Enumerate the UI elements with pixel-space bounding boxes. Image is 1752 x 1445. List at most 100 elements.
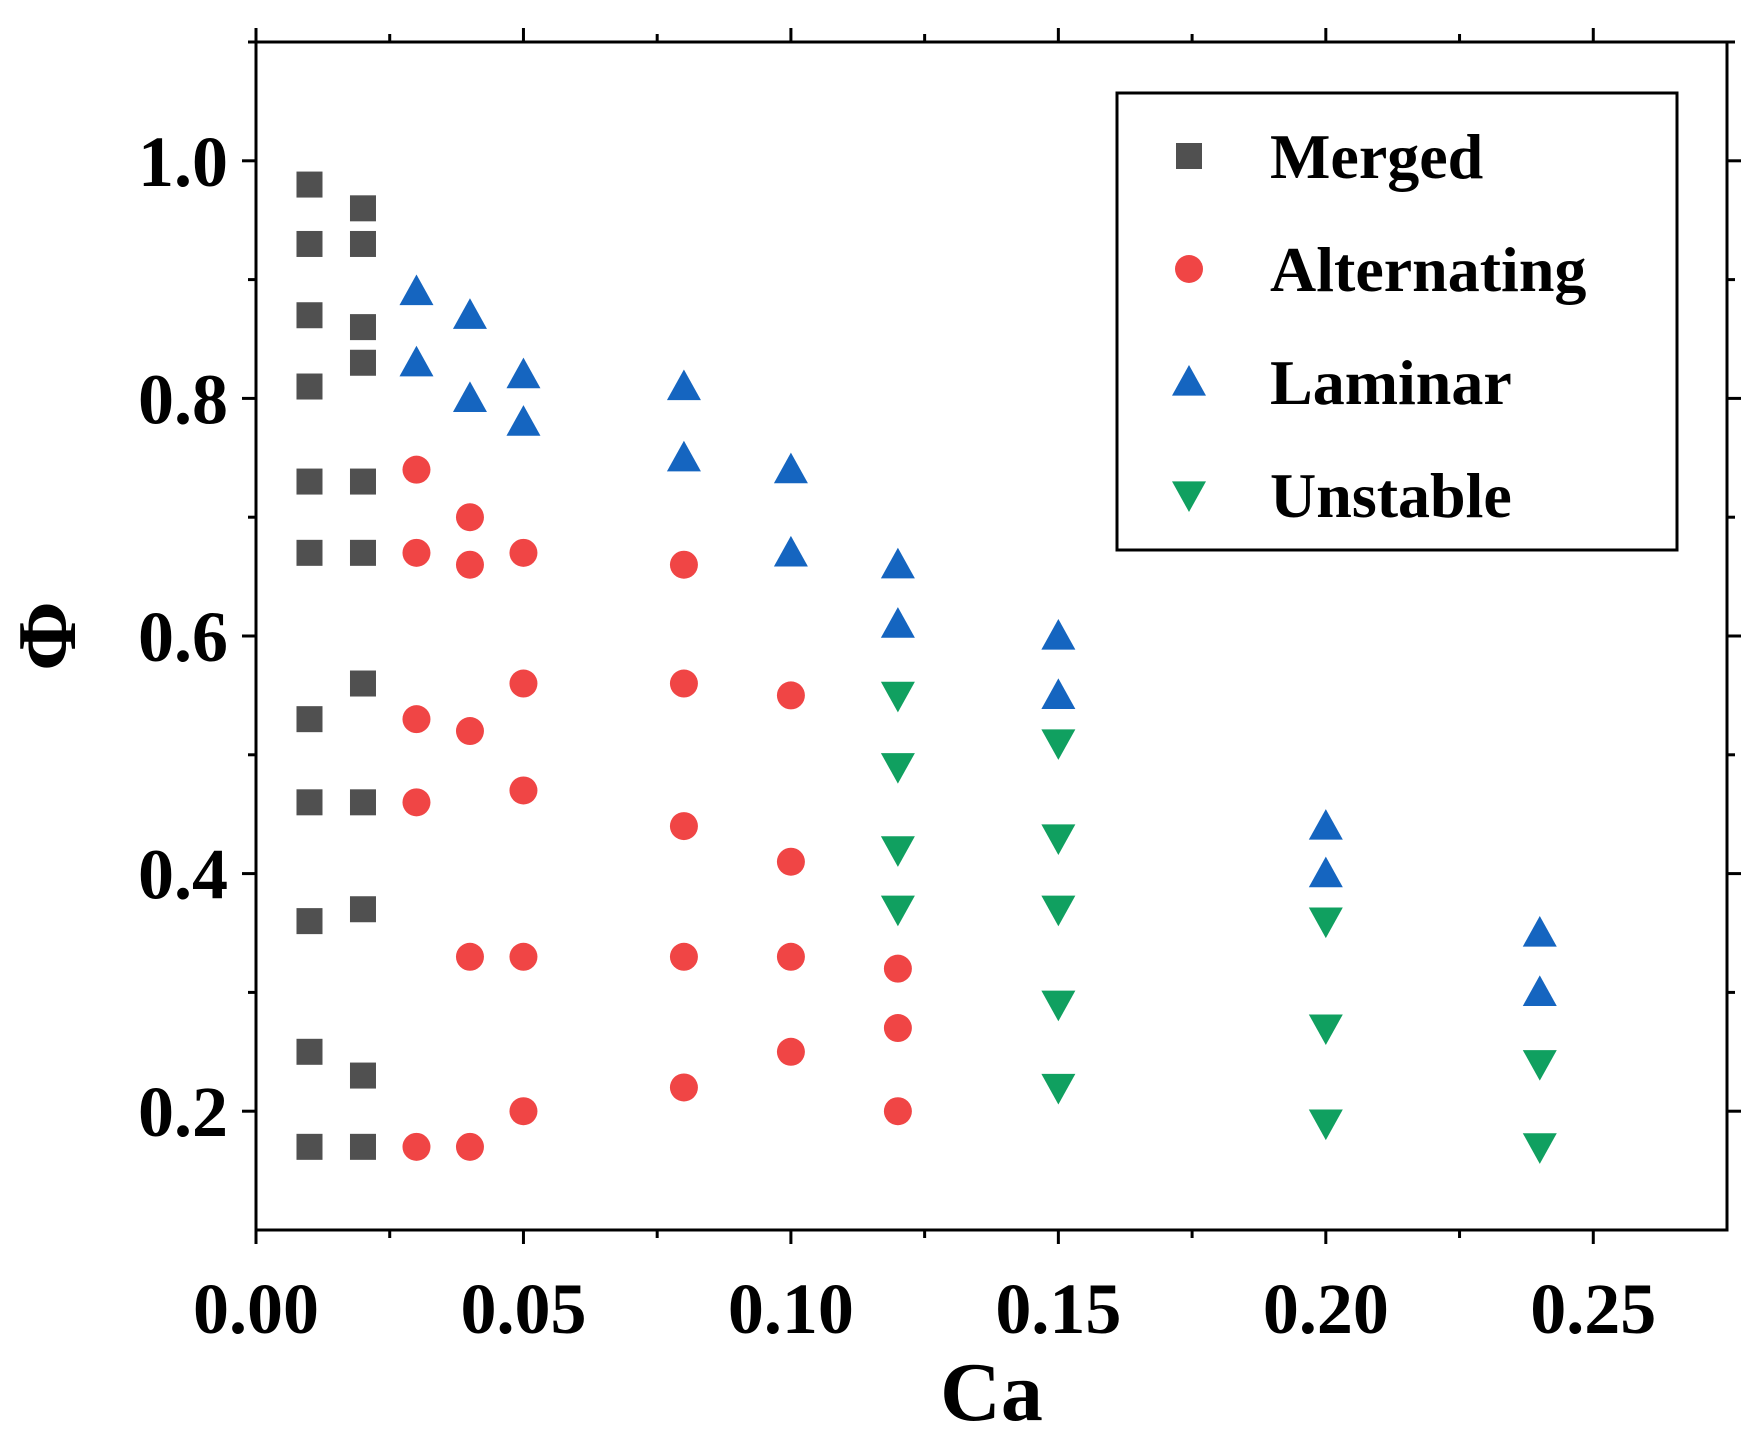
alternating-point: [455, 1132, 484, 1161]
x-tick-label: 0.25: [1530, 1269, 1656, 1349]
y-tick-label: 0.6: [138, 597, 228, 677]
merged-legend-marker: [1176, 143, 1202, 169]
laminar-point: [452, 298, 487, 329]
laminar-point: [773, 452, 808, 484]
alternating-point: [883, 1014, 912, 1043]
merged-point: [296, 908, 323, 935]
legend-box: [1115, 91, 1679, 552]
y-tick-label: 0.2: [138, 1072, 228, 1152]
x-tick-label: 0.15: [995, 1269, 1121, 1349]
laminar-point: [1041, 678, 1076, 709]
laminar-point: [666, 440, 701, 472]
y-tick-label: 1.0: [138, 122, 228, 202]
merged-point: [296, 468, 323, 495]
alternating-point: [509, 942, 538, 971]
legend-item-laminar: Laminar: [1172, 347, 1512, 418]
alternating-point: [669, 812, 698, 841]
unstable-point: [880, 681, 915, 713]
laminar-point: [506, 357, 541, 389]
unstable-point: [1308, 907, 1343, 939]
merged-point: [296, 230, 323, 257]
laminar-point: [880, 607, 915, 638]
x-tick-label: 0.05: [460, 1269, 586, 1349]
alternating-point: [776, 847, 805, 876]
alternating-point: [669, 669, 698, 698]
x-tick-label: 0.00: [193, 1269, 319, 1349]
unstable-point: [1041, 824, 1076, 855]
alternating-point: [509, 538, 538, 567]
data-points: [296, 171, 1557, 1164]
merged-point: [349, 1062, 376, 1089]
alternating-point: [669, 1073, 698, 1102]
legend: Merged Alternating Laminar Unstable: [1115, 91, 1679, 552]
unstable-point: [1308, 1014, 1343, 1046]
alternating-point: [455, 717, 484, 746]
y-axis-title: Φ: [1, 601, 94, 671]
merged-point: [349, 896, 376, 923]
y-tick-label: 0.4: [138, 835, 228, 915]
series-laminar: [399, 274, 1557, 1006]
x-axis-title: Ca: [940, 1346, 1043, 1439]
x-tick-label: 0.20: [1263, 1269, 1389, 1349]
laminar-point: [880, 547, 915, 579]
y-tick-label: 0.8: [138, 359, 228, 439]
alternating-point: [509, 1097, 538, 1126]
legend-label: Merged: [1270, 121, 1483, 192]
alternating-point: [402, 705, 431, 734]
merged-point: [349, 789, 376, 816]
alternating-point: [455, 550, 484, 579]
laminar-point: [1522, 916, 1557, 947]
merged-point: [349, 539, 376, 566]
laminar-legend-marker: [1172, 365, 1206, 396]
laminar-point: [399, 345, 434, 377]
merged-point: [349, 314, 376, 341]
merged-point: [296, 1133, 323, 1160]
tick-labels: 0.00 0.05 0.10 0.15 0.20 0.25 0.2 0.4 0.6 0.8 1.0: [138, 122, 1656, 1349]
merged-point: [296, 373, 323, 400]
alternating-point: [402, 538, 431, 567]
unstable-point: [1308, 1109, 1343, 1141]
unstable-point: [1041, 1073, 1076, 1105]
laminar-point: [506, 405, 541, 436]
alternating-point: [402, 788, 431, 817]
merged-point: [349, 230, 376, 257]
laminar-point: [1308, 856, 1343, 888]
merged-point: [296, 789, 323, 816]
merged-point: [349, 195, 376, 222]
alternating-point: [669, 942, 698, 971]
merged-point: [296, 539, 323, 566]
series-unstable: [880, 681, 1557, 1164]
alternating-point: [402, 1132, 431, 1161]
alternating-legend-marker: [1175, 255, 1203, 283]
alternating-point: [509, 776, 538, 805]
legend-label: Unstable: [1270, 460, 1512, 531]
plot-frame: [254, 40, 1729, 1232]
series-merged: [296, 171, 376, 1160]
alternating-point: [776, 1037, 805, 1066]
alternating-point: [509, 669, 538, 698]
laminar-point: [1041, 619, 1076, 650]
unstable-point: [1041, 895, 1076, 927]
legend-label: Alternating: [1270, 234, 1586, 305]
alternating-point: [776, 681, 805, 710]
legend-label: Laminar: [1270, 347, 1512, 418]
legend-item-alternating: Alternating: [1175, 234, 1586, 305]
x-tick-label: 0.10: [728, 1269, 854, 1349]
unstable-point: [1522, 1050, 1557, 1081]
unstable-point: [880, 836, 915, 867]
merged-point: [349, 1133, 376, 1160]
merged-point: [296, 1038, 323, 1065]
legend-item-merged: Merged: [1176, 121, 1483, 192]
unstable-point: [880, 753, 915, 784]
merged-point: [349, 468, 376, 495]
alternating-point: [402, 455, 431, 484]
laminar-point: [773, 535, 808, 567]
laminar-point: [399, 274, 434, 306]
alternating-point: [883, 1097, 912, 1126]
laminar-point: [666, 369, 701, 401]
legend-items: Merged Alternating Laminar Unstable: [1172, 121, 1586, 531]
alternating-point: [455, 942, 484, 971]
unstable-point: [1522, 1133, 1557, 1164]
laminar-point: [452, 381, 487, 412]
